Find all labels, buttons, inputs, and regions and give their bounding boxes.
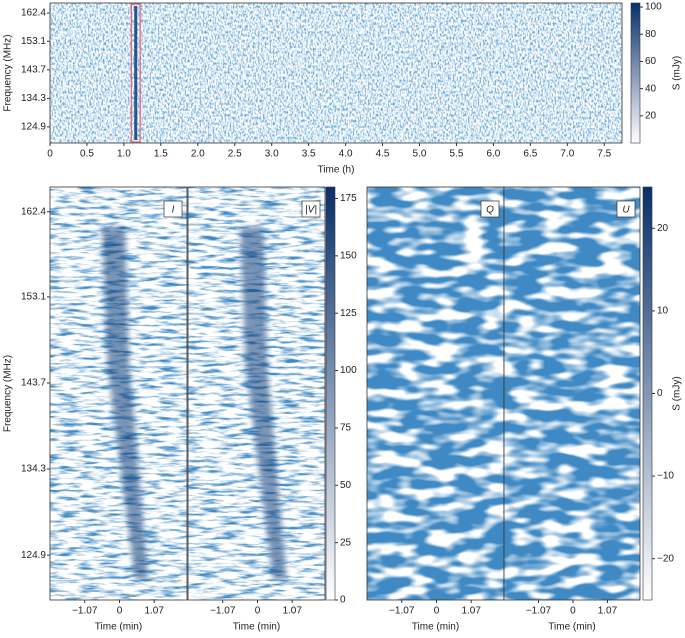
highlight-box xyxy=(130,3,141,143)
x-tick-label: 0.5 xyxy=(80,149,94,160)
colorbar-tick-label: 20 xyxy=(645,110,657,121)
colorbar-tick-label: 0 xyxy=(340,595,346,606)
burst-drift xyxy=(240,227,287,580)
colorbar xyxy=(642,186,653,601)
colorbar-label: S (mJy) xyxy=(672,376,683,410)
panel-label: U xyxy=(622,205,630,216)
x-tick-label: 1.07 xyxy=(598,606,618,617)
panel-label-box xyxy=(616,200,636,218)
panel-label-box xyxy=(480,200,500,218)
colorbar xyxy=(630,2,641,144)
x-tick-label: 7.0 xyxy=(560,149,574,160)
x-tick-label: −1.07 xyxy=(389,606,415,617)
x-tick-label: 4.0 xyxy=(339,149,353,160)
y-tick-label: 143.7 xyxy=(21,378,46,389)
heatmap-texture xyxy=(50,3,622,143)
colorbar-tick-label: −10 xyxy=(657,471,674,482)
colorbar-tick-label: 20 xyxy=(657,223,669,234)
y-tick-label: 134.3 xyxy=(21,464,46,475)
x-tick-label: 1.07 xyxy=(282,606,302,617)
panel-label-group: |V| xyxy=(301,200,321,218)
x-axis-label: Time (min) xyxy=(95,622,142,633)
x-tick-label: 3.0 xyxy=(265,149,279,160)
x-tick-label: 3.5 xyxy=(302,149,316,160)
colorbar-tick-label: 175 xyxy=(340,193,357,204)
panel-label: Q xyxy=(486,205,494,216)
x-tick-label: 2.5 xyxy=(228,149,242,160)
y-tick-label: 153.1 xyxy=(21,36,46,47)
burst-streak xyxy=(134,6,138,140)
x-tick-label: 4.5 xyxy=(376,149,390,160)
x-tick-label: −1.07 xyxy=(210,606,236,617)
colorbar-tick-label: 100 xyxy=(645,2,662,13)
colorbar-tick-label: 150 xyxy=(340,250,357,261)
x-axis-label: Time (min) xyxy=(412,622,459,633)
x-tick-label: 1.0 xyxy=(117,149,131,160)
y-axis-label: Frequency (MHz) xyxy=(3,355,14,432)
y-tick-label: 143.7 xyxy=(21,64,46,75)
x-tick-label: 1.5 xyxy=(154,149,168,160)
colorbar-tick-label: 40 xyxy=(645,83,657,94)
panel-label: I xyxy=(172,205,175,216)
colorbar-tick-label: 80 xyxy=(645,29,657,40)
plot-frame xyxy=(503,186,641,601)
panel-label: |V| xyxy=(305,205,317,216)
colorbar-tick-label: 25 xyxy=(340,537,352,548)
colorbar-tick-label: 50 xyxy=(340,480,352,491)
colorbar-tick-label: 60 xyxy=(645,56,657,67)
heatmap-texture xyxy=(504,187,640,600)
y-tick-label: 153.1 xyxy=(21,292,46,303)
x-tick-label: 1.07 xyxy=(461,606,481,617)
plot-frame xyxy=(49,2,623,144)
panel-label-box xyxy=(301,200,321,218)
x-axis-label: Time (min) xyxy=(548,622,595,633)
y-axis-label: Frequency (MHz) xyxy=(3,34,14,111)
colorbar-tick-label: 0 xyxy=(657,388,663,399)
colorbar-tick-label: 100 xyxy=(340,365,357,376)
x-tick-label: −1.07 xyxy=(72,606,98,617)
panel-label-group: Q xyxy=(480,200,500,218)
x-tick-label: −1.07 xyxy=(526,606,552,617)
y-tick-label: 124.9 xyxy=(21,550,46,561)
colorbar xyxy=(325,186,336,601)
plot-frame xyxy=(49,186,188,601)
plot-frame xyxy=(187,186,326,601)
colorbar-tick-label: −20 xyxy=(657,553,674,564)
x-tick-label: 6.0 xyxy=(486,149,500,160)
x-tick-label: 1.07 xyxy=(144,606,164,617)
y-tick-label: 124.9 xyxy=(21,122,46,133)
y-tick-label: 162.4 xyxy=(21,206,46,217)
x-tick-label: 0 xyxy=(570,606,576,617)
y-tick-label: 134.3 xyxy=(21,93,46,104)
x-axis-label: Time (min) xyxy=(233,622,280,633)
x-tick-label: 5.5 xyxy=(450,149,464,160)
x-tick-label: 6.5 xyxy=(523,149,537,160)
panel-label-group: I xyxy=(163,200,183,218)
panel-label-group: U xyxy=(616,200,636,218)
x-tick-label: 0 xyxy=(47,149,53,160)
x-tick-label: 5.0 xyxy=(413,149,427,160)
heatmap-texture xyxy=(367,187,504,600)
x-tick-label: 2.0 xyxy=(191,149,205,160)
x-tick-label: 0 xyxy=(434,606,440,617)
y-tick-label: 162.4 xyxy=(21,8,46,19)
panel-label-box xyxy=(163,200,183,218)
burst-drift xyxy=(102,227,149,580)
x-tick-label: 7.5 xyxy=(597,149,611,160)
x-tick-label: 0 xyxy=(117,606,123,617)
colorbar-tick-label: 75 xyxy=(340,423,352,434)
colorbar-label: S (mJy) xyxy=(672,56,683,90)
x-axis-label: Time (h) xyxy=(318,165,355,176)
x-tick-label: 0 xyxy=(255,606,261,617)
colorbar-tick-label: 125 xyxy=(340,308,357,319)
colorbar-tick-label: 10 xyxy=(657,306,669,317)
